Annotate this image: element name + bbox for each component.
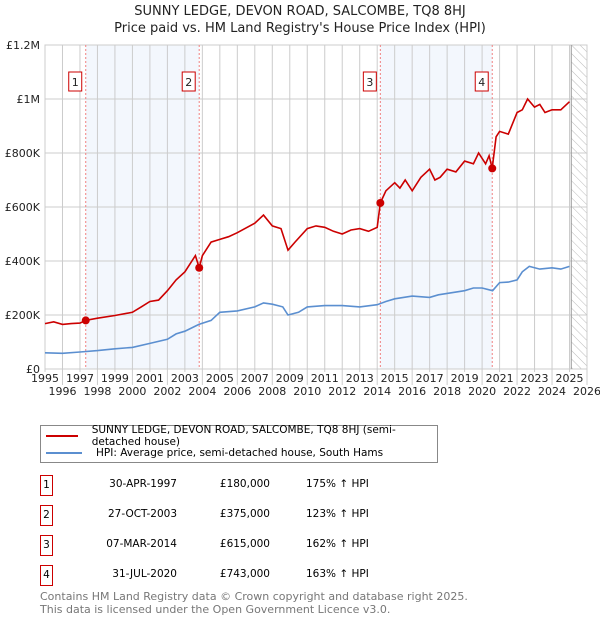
sale-number-badge: 1: [40, 475, 53, 496]
x-tick-label: 2024: [538, 385, 566, 398]
legend-label-hpi: HPI: Average price, semi-detached house,…: [96, 447, 384, 459]
y-tick-label: £0: [26, 363, 40, 376]
x-tick-label: 1997: [66, 372, 94, 385]
chart-title: SUNNY LEDGE, DEVON ROAD, SALCOMBE, TQ8 8…: [134, 4, 466, 19]
x-tick-label: 2005: [206, 372, 234, 385]
sale-date: 30-APR-1997: [109, 478, 177, 490]
y-tick-label: £1M: [17, 93, 41, 106]
sale-hpi-change: 163% ↑ HPI: [306, 568, 369, 580]
sale-number-badge: 4: [40, 565, 53, 586]
x-tick-label: 2018: [433, 385, 461, 398]
x-tick-label: 2006: [223, 385, 251, 398]
x-tick-label: 2015: [381, 372, 409, 385]
sale-point: [195, 263, 204, 272]
x-tick-label: 2007: [241, 372, 269, 385]
sale-date: 27-OCT-2003: [108, 508, 177, 520]
sale-date: 07-MAR-2014: [106, 538, 177, 550]
y-tick-label: £1.2M: [6, 39, 40, 52]
y-tick-label: £800K: [5, 147, 41, 160]
sale-marker-badge: [68, 71, 83, 92]
sale-hpi-change: 162% ↑ HPI: [306, 538, 369, 550]
legend-item-price: SUNNY LEDGE, DEVON ROAD, SALCOMBE, TQ8 8…: [41, 424, 437, 448]
x-tick-label: 1998: [83, 385, 111, 398]
x-tick-label: 2014: [363, 385, 391, 398]
sale-marker-label: 4: [478, 76, 485, 89]
x-tick-label: 2013: [346, 372, 374, 385]
sale-number-badge: 2: [40, 505, 53, 526]
legend-swatch-price: [46, 435, 78, 437]
legend-swatch-hpi: [46, 452, 82, 454]
sale-point: [376, 198, 385, 207]
x-tick-label: 2026: [573, 385, 600, 398]
x-tick-label: 2021: [486, 372, 514, 385]
legend: SUNNY LEDGE, DEVON ROAD, SALCOMBE, TQ8 8…: [40, 424, 438, 463]
sale-marker-label: 3: [366, 76, 373, 89]
plot-area: 1995199619971998199920002001200220032004…: [5, 39, 600, 398]
legend-label-price: SUNNY LEDGE, DEVON ROAD, SALCOMBE, TQ8 8…: [91, 424, 396, 448]
x-tick-label: 2022: [503, 385, 531, 398]
x-tick-label: 2000: [118, 385, 146, 398]
sale-price: £180,000: [219, 478, 270, 490]
sale-price: £743,000: [219, 568, 270, 580]
x-tick-label: 2025: [556, 372, 584, 385]
x-tick-label: 2010: [293, 385, 321, 398]
sale-price: £375,000: [219, 508, 270, 520]
x-tick-label: 2023: [521, 372, 549, 385]
sale-hpi-change: 175% ↑ HPI: [306, 478, 369, 490]
sale-marker-label: 1: [72, 76, 79, 89]
sale-price: £615,000: [219, 538, 270, 550]
sale-number-badge: 3: [40, 535, 53, 556]
x-tick-label: 1996: [48, 385, 76, 398]
plot-border: [44, 44, 588, 370]
footer: Contains HM Land Registry data © Crown c…: [40, 590, 468, 616]
x-tick-label: 2002: [153, 385, 181, 398]
x-tick-label: 2009: [276, 372, 304, 385]
x-tick-label: 2016: [398, 385, 426, 398]
sale-marker-badge: [474, 71, 489, 92]
x-tick-label: 1995: [31, 372, 59, 385]
chart-subtitle: Price paid vs. HM Land Registry's House …: [114, 21, 486, 36]
x-tick-label: 2017: [416, 372, 444, 385]
y-tick-label: £400K: [5, 255, 41, 268]
x-tick-label: 2008: [258, 385, 286, 398]
y-tick-label: £600K: [5, 201, 41, 214]
x-tick-label: 2020: [468, 385, 496, 398]
footer-licence: This data is licensed under the Open Gov…: [40, 603, 391, 616]
legend-item-hpi: HPI: Average price, semi-detached house,…: [41, 445, 383, 461]
sale-point: [488, 164, 497, 173]
x-tick-label: 1999: [101, 372, 129, 385]
x-tick-label: 2003: [171, 372, 199, 385]
y-tick-label: £200K: [5, 309, 41, 322]
sale-point: [81, 316, 90, 325]
x-tick-label: 2001: [136, 372, 164, 385]
x-tick-label: 2004: [188, 385, 216, 398]
x-tick-label: 2019: [451, 372, 479, 385]
x-tick-label: 2012: [328, 385, 356, 398]
sale-marker-label: 2: [185, 76, 192, 89]
footer-copyright: Contains HM Land Registry data © Crown c…: [40, 590, 468, 603]
sale-marker-badge: [362, 71, 377, 92]
hpi-line: [44, 265, 570, 355]
sale-date: 31-JUL-2020: [112, 568, 177, 580]
x-tick-label: 2011: [311, 372, 339, 385]
sale-marker-badge: [181, 71, 196, 92]
price-line: [44, 97, 571, 326]
sale-hpi-change: 123% ↑ HPI: [306, 508, 369, 520]
